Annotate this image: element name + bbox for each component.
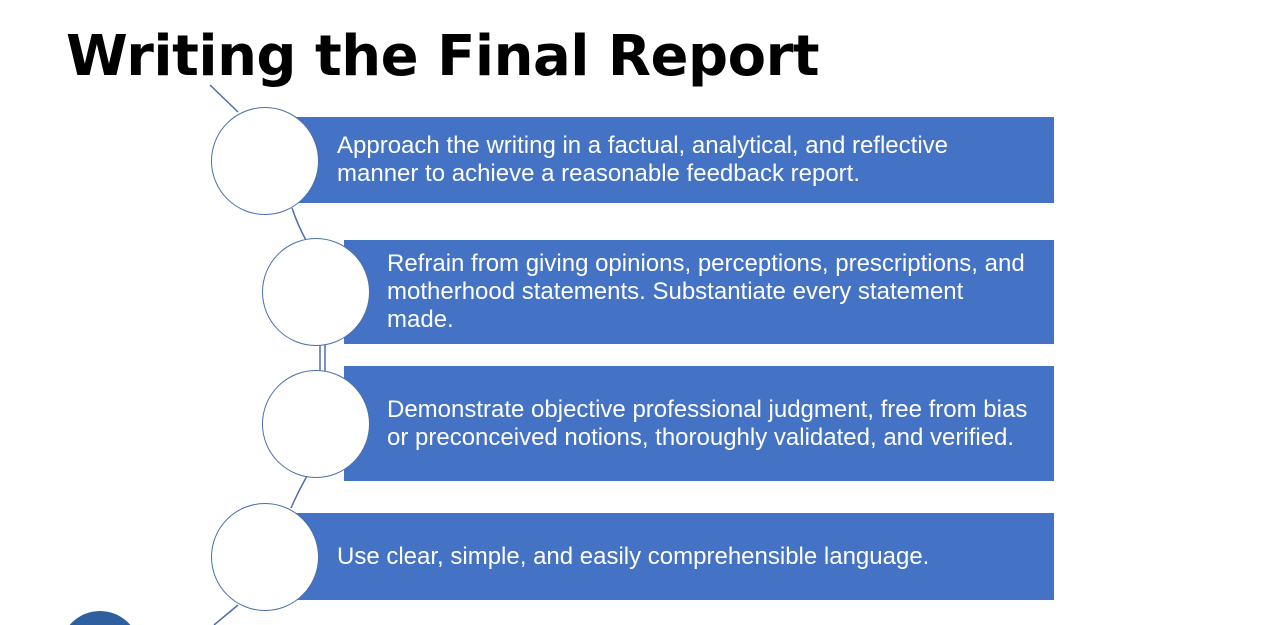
statement-text-3: Demonstrate objective professional judgm… bbox=[387, 395, 1028, 451]
statement-text-2: Refrain from giving opinions, perception… bbox=[387, 250, 1025, 333]
statement-bar-1: Approach the writing in a factual, analy… bbox=[296, 117, 1054, 203]
statement-bar-4: Use clear, simple, and easily comprehens… bbox=[296, 513, 1054, 600]
timeline-node-1 bbox=[211, 107, 319, 215]
statement-bar-2: Refrain from giving opinions, perception… bbox=[344, 240, 1054, 344]
statement-bar-3: Demonstrate objective professional judgm… bbox=[344, 366, 1054, 481]
timeline-node-3 bbox=[262, 370, 370, 478]
timeline-node-2 bbox=[262, 238, 370, 346]
timeline-node-4 bbox=[211, 503, 319, 611]
statement-text-1: Approach the writing in a factual, analy… bbox=[337, 132, 949, 187]
slide-title: Writing the Final Report bbox=[66, 24, 819, 89]
statement-text-4: Use clear, simple, and easily comprehens… bbox=[337, 542, 930, 570]
